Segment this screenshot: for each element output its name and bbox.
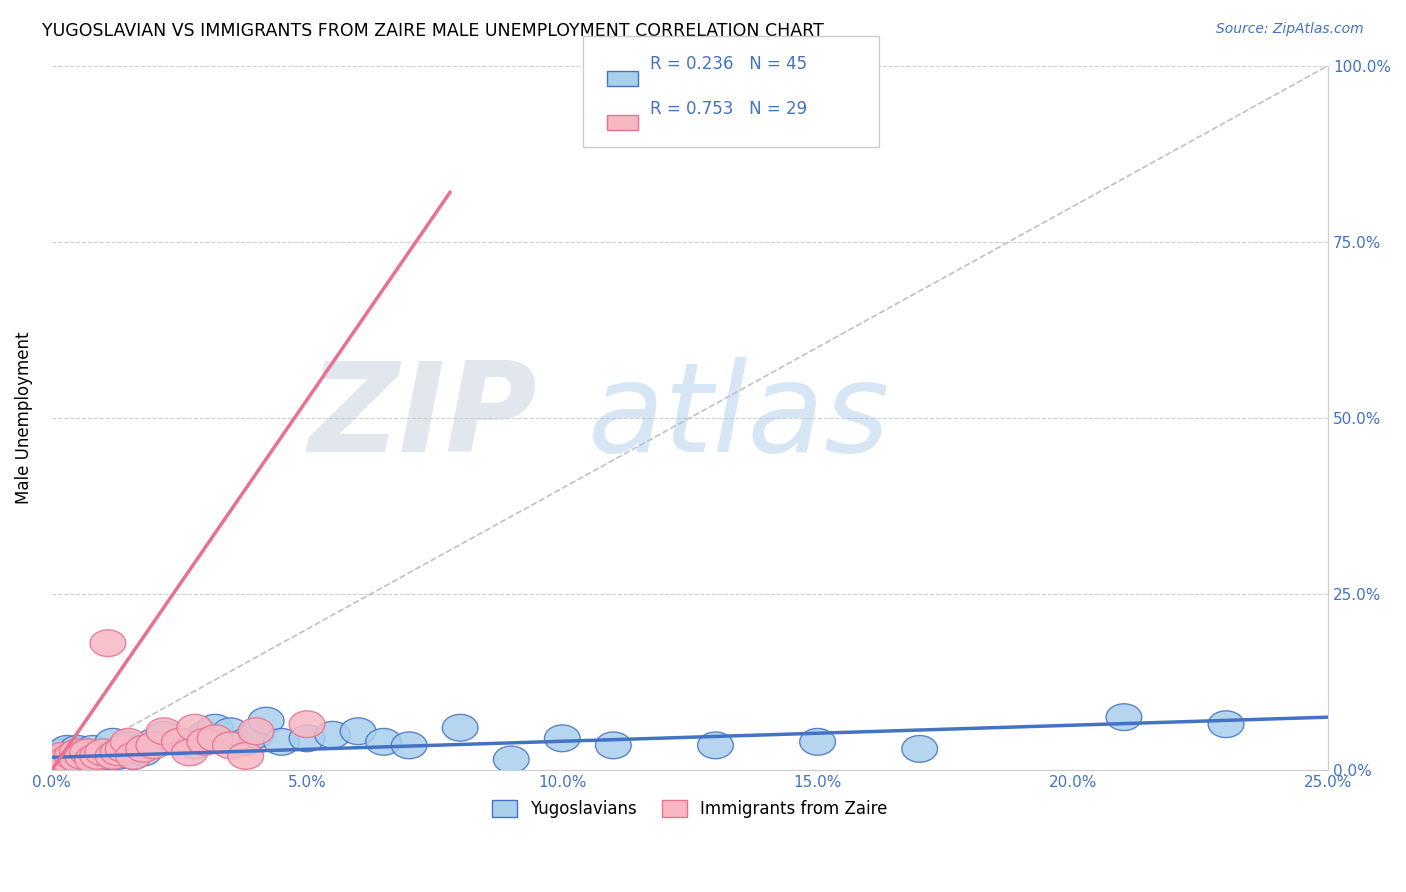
Ellipse shape [49, 746, 84, 772]
Ellipse shape [75, 736, 111, 763]
Text: Source: ZipAtlas.com: Source: ZipAtlas.com [1216, 22, 1364, 37]
Ellipse shape [111, 729, 146, 756]
Ellipse shape [65, 742, 100, 769]
Ellipse shape [75, 746, 111, 772]
Ellipse shape [96, 742, 131, 769]
Ellipse shape [59, 739, 96, 765]
Ellipse shape [105, 736, 141, 763]
Ellipse shape [366, 729, 402, 756]
Ellipse shape [228, 742, 264, 769]
Ellipse shape [443, 714, 478, 741]
Ellipse shape [70, 739, 105, 765]
Ellipse shape [115, 742, 152, 769]
Ellipse shape [197, 725, 233, 752]
Ellipse shape [1208, 711, 1244, 738]
Ellipse shape [90, 742, 125, 769]
Ellipse shape [59, 736, 96, 763]
Ellipse shape [177, 714, 212, 741]
Text: R = 0.236   N = 45: R = 0.236 N = 45 [650, 54, 807, 73]
Ellipse shape [105, 739, 141, 765]
Ellipse shape [697, 732, 734, 759]
Ellipse shape [80, 746, 115, 772]
Ellipse shape [162, 729, 197, 756]
Ellipse shape [212, 732, 249, 759]
Ellipse shape [172, 739, 208, 765]
Ellipse shape [187, 722, 222, 748]
Y-axis label: Male Unemployment: Male Unemployment [15, 332, 32, 504]
Ellipse shape [44, 739, 80, 765]
Ellipse shape [121, 736, 156, 763]
Ellipse shape [39, 746, 75, 772]
Ellipse shape [290, 711, 325, 738]
Ellipse shape [212, 718, 249, 745]
Ellipse shape [136, 729, 172, 756]
Ellipse shape [125, 739, 162, 765]
Ellipse shape [197, 714, 233, 741]
Ellipse shape [125, 736, 162, 763]
Ellipse shape [264, 729, 299, 756]
Text: YUGOSLAVIAN VS IMMIGRANTS FROM ZAIRE MALE UNEMPLOYMENT CORRELATION CHART: YUGOSLAVIAN VS IMMIGRANTS FROM ZAIRE MAL… [42, 22, 824, 40]
Ellipse shape [146, 722, 181, 748]
Ellipse shape [39, 742, 75, 769]
Ellipse shape [162, 729, 197, 756]
Ellipse shape [96, 729, 131, 756]
Ellipse shape [59, 746, 96, 772]
Ellipse shape [596, 732, 631, 759]
Ellipse shape [315, 722, 350, 748]
Ellipse shape [177, 732, 212, 759]
Ellipse shape [228, 729, 264, 756]
Ellipse shape [55, 742, 90, 769]
Ellipse shape [238, 718, 274, 745]
Ellipse shape [1107, 704, 1142, 731]
Ellipse shape [55, 742, 90, 769]
Ellipse shape [136, 732, 172, 759]
Ellipse shape [544, 725, 581, 752]
Ellipse shape [80, 742, 115, 769]
Ellipse shape [111, 732, 146, 759]
Ellipse shape [187, 729, 222, 756]
Ellipse shape [800, 729, 835, 756]
Ellipse shape [115, 742, 152, 769]
Ellipse shape [84, 739, 121, 765]
Ellipse shape [44, 742, 80, 769]
Ellipse shape [901, 736, 938, 763]
Ellipse shape [290, 725, 325, 752]
Ellipse shape [59, 739, 96, 765]
Ellipse shape [65, 742, 100, 769]
Ellipse shape [90, 630, 125, 657]
Ellipse shape [249, 707, 284, 734]
Legend: Yugoslavians, Immigrants from Zaire: Yugoslavians, Immigrants from Zaire [485, 794, 894, 825]
Ellipse shape [70, 739, 105, 765]
Ellipse shape [100, 742, 136, 769]
Ellipse shape [84, 739, 121, 765]
Ellipse shape [49, 746, 84, 772]
Ellipse shape [238, 722, 274, 748]
Ellipse shape [100, 739, 136, 765]
Ellipse shape [49, 736, 84, 763]
Text: R = 0.753   N = 29: R = 0.753 N = 29 [650, 100, 807, 118]
Ellipse shape [391, 732, 427, 759]
Text: ZIP: ZIP [308, 358, 537, 478]
Ellipse shape [494, 746, 529, 772]
Ellipse shape [146, 718, 181, 745]
Ellipse shape [340, 718, 375, 745]
Text: atlas: atlas [588, 358, 890, 478]
